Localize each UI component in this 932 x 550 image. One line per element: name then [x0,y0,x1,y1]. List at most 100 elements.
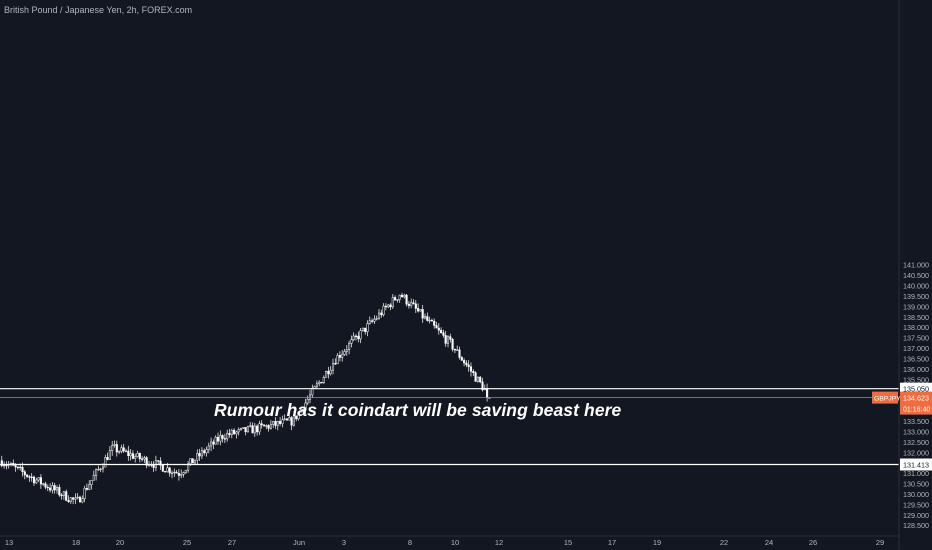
candle-body [486,388,489,398]
candle-body [279,421,282,424]
candle-body [290,417,293,426]
candle-body [233,429,236,435]
x-tick-label: 27 [228,538,236,547]
candle-body [182,472,185,475]
candle-body [345,349,348,352]
time-axis: 13 18 20 25 27 Jun 3 8 10 12 15 17 19 22 24 26 29 [0,535,899,547]
candle-body [134,456,137,459]
candle-body [196,453,199,461]
candle-body [0,460,3,467]
candle-body [354,335,358,338]
candle-body [99,468,102,470]
candle-body [465,362,468,366]
candle-body [469,366,473,372]
x-tick-label: 13 [5,538,13,547]
candle-body [32,476,36,484]
candle-body [74,497,77,500]
candle-body [405,294,408,305]
candle-body [476,376,479,382]
candle-body [19,466,22,469]
candle-body [152,464,155,468]
y-tick-label: 140.000 [903,282,929,291]
candle-body [189,458,192,465]
candle-body [281,419,284,424]
candle-body [141,458,144,460]
candle-body [398,294,401,300]
candle-body [396,299,399,301]
candle-body [168,467,171,474]
candle-body [42,483,45,485]
candle-body [295,415,298,420]
candle-body [95,469,98,476]
candle-body [159,460,162,466]
candle-body [428,319,431,322]
candle-body [58,487,61,496]
candle-body [118,451,121,453]
y-tick-label: 130.500 [903,480,929,489]
x-tick-label: 29 [876,538,884,547]
candle-body [177,472,180,476]
candle-body [239,428,243,430]
candle-body [341,354,344,358]
current-price-label: 134.623 [903,394,929,403]
candle-body [246,426,249,433]
horizontal-levels [0,388,899,466]
candle-body [262,424,266,427]
candle-body [412,302,415,305]
x-tick-label: Jun [293,538,305,547]
candle-body [400,294,404,298]
candle-body [16,466,19,469]
candle-body [265,425,268,427]
y-tick-label: 131.000 [903,469,929,478]
candle-body [258,423,261,433]
candle-body [214,436,217,445]
candle-body [21,467,24,473]
candle-body [403,294,406,298]
candle-body [90,480,93,486]
candle-body [336,355,339,365]
y-tick-label: 137.000 [903,344,929,353]
candle-body [338,355,341,358]
candle-body [14,465,17,468]
candle-body [297,411,300,420]
candle-body [187,463,190,471]
x-tick-label: 24 [765,538,773,547]
y-tick-label: 128.500 [903,521,929,530]
candle-body [173,471,176,474]
candle-body [315,383,318,387]
candle-body [366,323,369,332]
candle-body [30,476,33,479]
candle-body [122,447,125,452]
candle-body [269,424,272,429]
current-price-badge [900,391,932,415]
candle-body [391,297,394,308]
candle-body [67,500,70,502]
candle-body [442,332,445,336]
candle-body [421,309,424,319]
x-tick-label: 19 [653,538,661,547]
candle-body [251,425,254,434]
candle-body [463,360,466,364]
candle-body [299,409,302,413]
candle-body [359,330,362,340]
price-markers: 135.050 131.413 GBPJPY 134.623 01:16:40 [872,382,932,471]
candle-body [164,471,167,473]
candle-body [444,335,447,344]
candle-body [3,464,6,467]
y-tick-label: 141.000 [903,261,929,270]
candle-body [26,474,29,477]
candle-body [136,453,139,457]
candle-body [302,409,305,411]
y-tick-label: 129.500 [903,500,929,509]
candle-body [410,302,413,306]
candle-body [111,445,114,451]
candle-body [308,394,312,400]
candle-body [283,418,286,420]
candle-body [329,369,332,375]
candle-body [115,444,118,453]
x-tick-label: 10 [451,538,459,547]
candle-body [88,484,91,490]
candle-body [361,327,364,331]
candle-body [430,319,433,322]
